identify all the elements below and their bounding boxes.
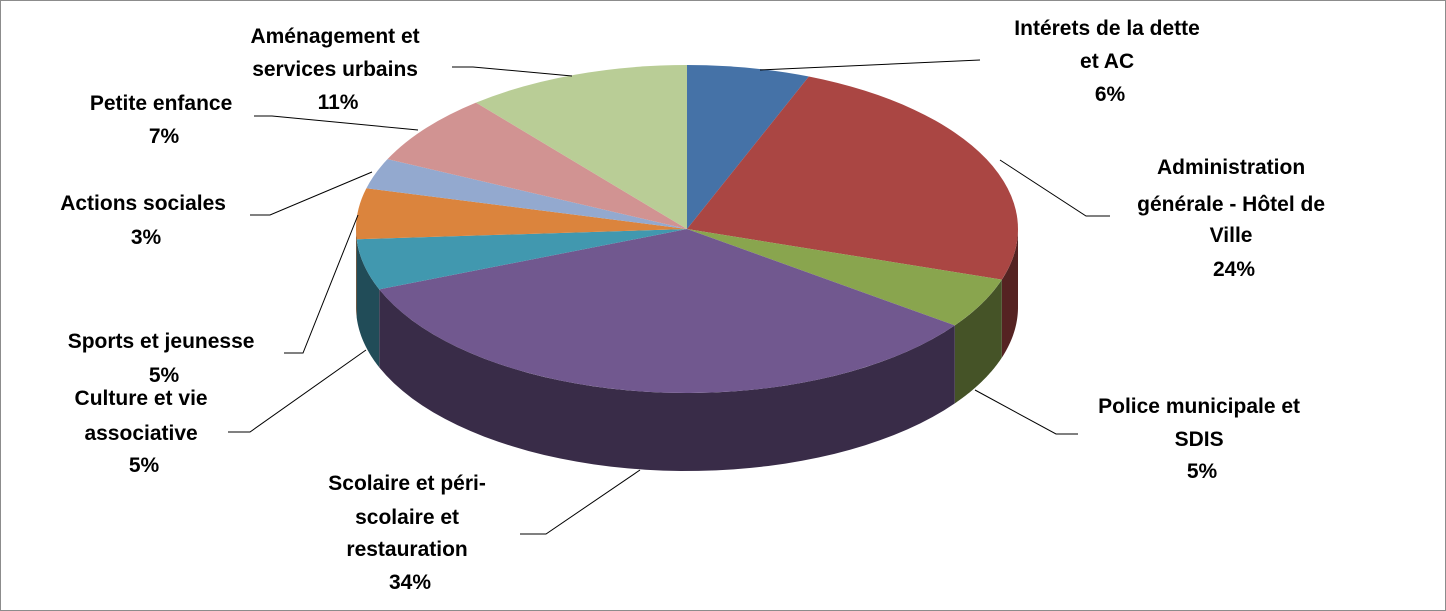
slice-value-actions-sociales: 3% — [131, 226, 162, 249]
slice-actions-sociales — [366, 159, 687, 229]
slice-value-sports: 5% — [149, 364, 180, 387]
leader-amenagement — [452, 66, 573, 77]
slice-label-sports: Sports et jeunesse 5% — [68, 330, 261, 387]
leader-lines — [228, 59, 1110, 535]
slice-side-administration-generale-hotel-de-ville — [1001, 229, 1018, 358]
pie-slices — [355, 65, 1018, 394]
leader-police — [974, 389, 1078, 435]
leader-interets-dette — [759, 59, 981, 71]
slice-value-police: 5% — [1187, 460, 1218, 483]
slice-label-administration: Administration générale - Hôtel de Ville… — [1137, 156, 1331, 281]
pie-sides — [356, 229, 1018, 471]
slice-value-interets-dette: 6% — [1095, 83, 1126, 106]
slice-value-culture: 5% — [129, 454, 160, 477]
slice-label-amenagement: Aménagement et services urbains 11% — [250, 25, 425, 114]
slice-side-scolaire-et-peri-scolaire-et-restauration — [379, 289, 955, 471]
leader-petite-enfance — [254, 115, 419, 131]
leader-scolaire — [520, 469, 641, 535]
slice-value-petite-enfance: 7% — [149, 125, 180, 148]
leader-sports — [284, 214, 359, 354]
leader-actions-sociales — [250, 171, 373, 216]
slice-interets-de-la-dette-et-ac — [687, 65, 809, 229]
slice-side-sports-et-jeunesse — [356, 229, 357, 318]
slice-administration-generale-hotel-de-ville — [687, 76, 1018, 280]
slice-value-administration: 24% — [1213, 258, 1255, 281]
leader-administration — [999, 159, 1110, 217]
leader-culture — [228, 349, 367, 433]
slice-police-municipale-et-sdis — [687, 229, 1002, 326]
slice-label-culture: Culture et vie associative 5% — [75, 387, 214, 477]
slice-scolaire-et-peri-scolaire-et-restauration — [379, 229, 955, 394]
slice-petite-enfance — [387, 102, 687, 229]
slice-label-petite-enfance: Petite enfance 7% — [90, 92, 238, 148]
slice-label-interets-dette: Intérets de la dette et AC 6% — [1014, 17, 1205, 106]
slice-side-culture-et-vie-associative — [356, 239, 380, 368]
slice-culture-et-vie-associative — [356, 229, 687, 290]
slice-value-scolaire: 34% — [389, 571, 431, 594]
slice-side-police-municipale-et-sdis — [954, 279, 1002, 404]
slice-amenagement-et-services-urbains — [476, 65, 687, 229]
slice-label-police: Police municipale et SDIS 5% — [1098, 395, 1306, 483]
slice-value-amenagement: 11% — [318, 91, 359, 114]
slice-sports-et-jeunesse — [355, 188, 687, 240]
slice-label-actions-sociales: Actions sociales 3% — [60, 192, 232, 249]
slice-label-scolaire: Scolaire et péri- scolaire et restaurati… — [328, 472, 491, 594]
